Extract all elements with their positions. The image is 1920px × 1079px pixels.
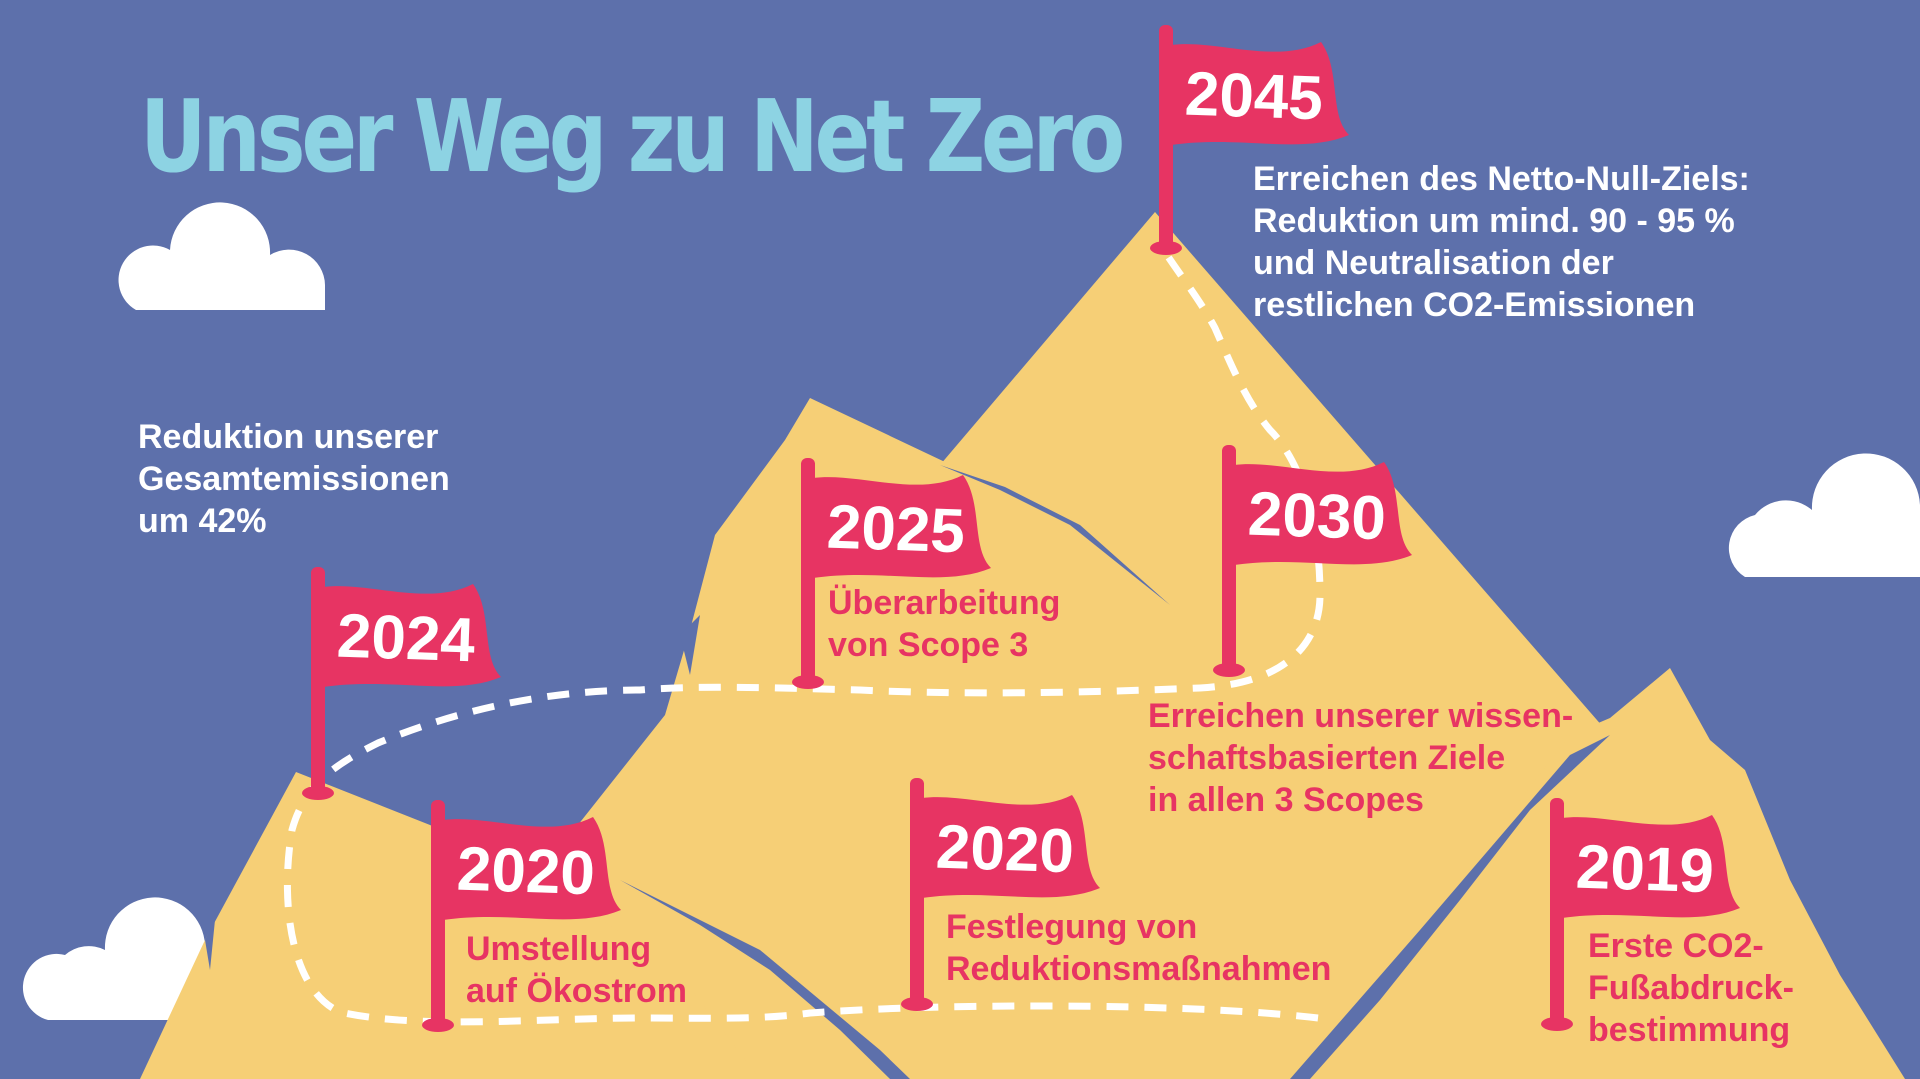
description-line: Umstellung: [466, 930, 652, 968]
description-line: Festlegung von: [946, 908, 1198, 946]
flag-year-label: 2020: [935, 813, 1075, 887]
milestone-2024-description: Reduktion unserer Gesamtemissionen um 42…: [138, 416, 450, 542]
mountain-shadows: [205, 465, 1610, 1079]
flag-pole: [1222, 445, 1236, 670]
flag-2020: 2020: [901, 778, 1100, 1011]
description-line: in allen 3 Scopes: [1148, 781, 1424, 819]
flag-2024: 2024: [302, 567, 501, 800]
mountain-peak-left: [140, 772, 760, 1079]
flag-base: [302, 786, 334, 800]
flag-2020: 2020: [422, 800, 621, 1032]
description-line: und Neutralisation der: [1253, 244, 1614, 282]
flag-cloth: [813, 475, 991, 578]
flag-2019: 2019: [1541, 798, 1740, 1031]
description-line: restlichen CO2-Emissionen: [1253, 286, 1696, 324]
flag-cloth: [1562, 815, 1740, 918]
flag-cloth: [443, 817, 621, 920]
flag-year-label: 2025: [826, 493, 966, 567]
mountain-peak-middle: [445, 398, 1250, 1079]
flag-cloth: [922, 795, 1100, 898]
flag-base: [901, 997, 933, 1011]
description-line: auf Ökostrom: [466, 972, 688, 1010]
flag-base: [1541, 1017, 1573, 1031]
description-line: Gesamtemissionen: [138, 460, 450, 498]
flag-year-label: 2024: [336, 602, 477, 676]
milestone-2045-description: Erreichen des Netto-Null-Ziels: Reduktio…: [1253, 158, 1750, 326]
cloud-icon-right: [1728, 453, 1920, 577]
description-line: schaftsbasierten Ziele: [1148, 739, 1506, 777]
cloud-icon-top-left: [118, 202, 325, 310]
flag-pole: [801, 458, 815, 682]
description-line: Erste CO2-: [1588, 927, 1764, 965]
description-line: Reduktionsmaßnahmen: [946, 950, 1332, 988]
flag-base: [792, 675, 824, 689]
milestone-2030-description: Erreichen unserer wissen- schaftsbasiert…: [1148, 695, 1573, 821]
flag-base: [1150, 241, 1182, 255]
milestone-2020-ecopower-description: Umstellung auf Ökostrom: [466, 928, 687, 1012]
flag-pole: [1159, 25, 1173, 248]
description-line: Erreichen unserer wissen-: [1148, 697, 1574, 735]
milestone-2019-description: Erste CO2- Fußabdruck- bestimmung: [1588, 925, 1794, 1051]
description-line: Überarbeitung: [828, 584, 1061, 622]
flag-cloth: [1171, 42, 1349, 145]
description-line: Erreichen des Netto-Null-Ziels:: [1253, 160, 1750, 198]
flag-year-label: 2019: [1575, 833, 1715, 907]
milestone-2020-measures-description: Festlegung von Reduktionsmaßnahmen: [946, 906, 1331, 990]
flag-base: [1213, 663, 1245, 677]
milestone-flags: 2045 2030 2025 2024 2020 2020 2019: [302, 25, 1740, 1032]
flag-base: [422, 1018, 454, 1032]
description-line: um 42%: [138, 502, 267, 540]
flag-pole: [311, 567, 325, 793]
flag-pole: [431, 800, 445, 1025]
flag-pole: [1550, 798, 1564, 1024]
flag-year-label: 2020: [456, 835, 596, 909]
flag-2025: 2025: [792, 458, 991, 689]
flag-cloth: [323, 584, 501, 687]
flag-2030: 2030: [1213, 445, 1412, 677]
flag-year-label: 2030: [1247, 480, 1387, 554]
description-line: bestimmung: [1588, 1011, 1791, 1049]
description-line: Reduktion unserer: [138, 418, 439, 456]
flag-pole: [910, 778, 924, 1004]
flag-cloth: [1234, 462, 1412, 565]
description-line: von Scope 3: [828, 626, 1029, 664]
description-line: Fußabdruck-: [1588, 969, 1794, 1007]
flag-year-label: 2045: [1184, 60, 1324, 134]
flag-2045: 2045: [1150, 25, 1349, 255]
page-title: Unser Weg zu Net Zero: [140, 78, 1125, 195]
milestone-2025-description: Überarbeitung von Scope 3: [828, 582, 1060, 666]
description-line: Reduktion um mind. 90 - 95 %: [1253, 202, 1735, 240]
